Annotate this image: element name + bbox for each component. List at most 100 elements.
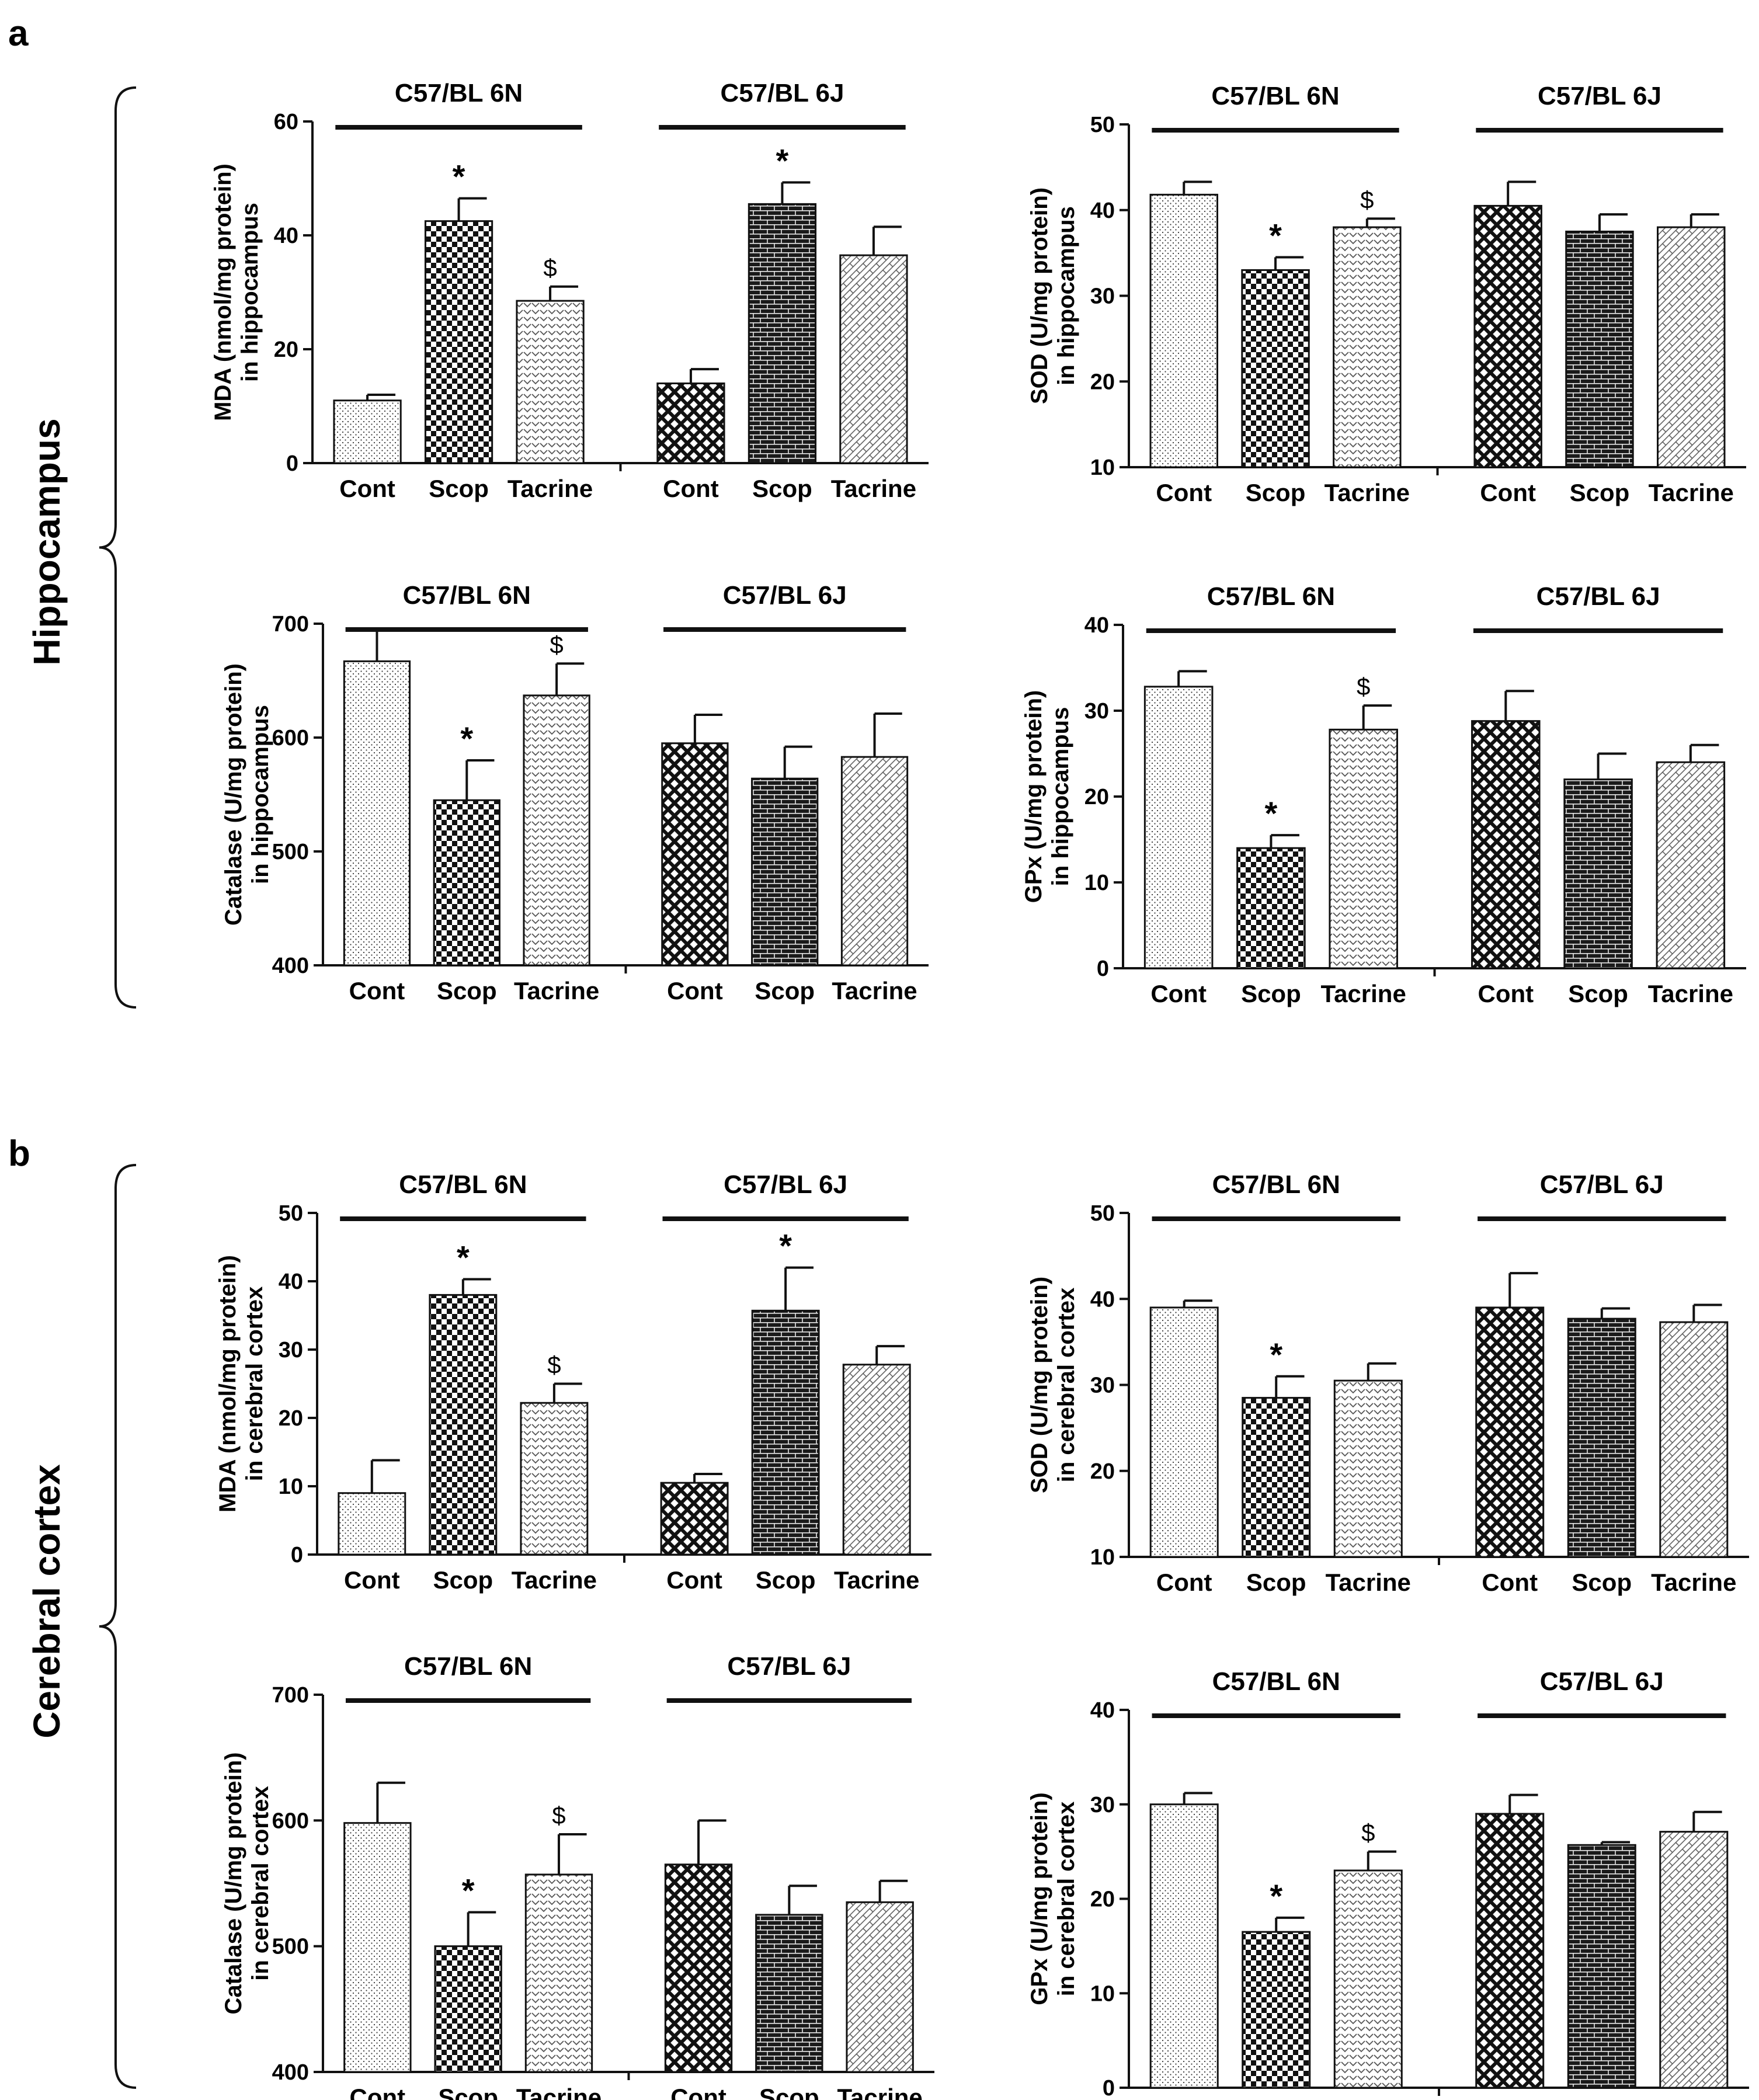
charts-layer: a b Hippocampus Cerebral cortex 0 20 40 60 MDA (… <box>8 13 1749 2100</box>
x-category-label: Scop <box>438 2084 498 2100</box>
y-axis-label-line: GPx (U/mg protein) <box>1021 690 1047 903</box>
x-category-label: Scop <box>1570 479 1630 506</box>
y-axis-label-line: in cerebral cortex <box>248 1786 273 1981</box>
bar <box>1143 686 1214 969</box>
x-category-label: Scop <box>756 1566 816 1594</box>
y-tick-label: 20 <box>1090 1459 1115 1484</box>
y-tick-label: 400 <box>272 2060 309 2085</box>
bar <box>839 254 908 464</box>
bar <box>1473 204 1542 468</box>
x-category-label: Scop <box>1246 479 1306 506</box>
y-tick-label: 500 <box>272 840 309 864</box>
y-tick-label: 0 <box>291 1543 303 1567</box>
y-tick-label: 40 <box>1084 613 1109 638</box>
x-category-label: Cont <box>1480 479 1536 506</box>
group-label: C57/BL 6J <box>1536 582 1660 611</box>
y-tick-label: 30 <box>1084 699 1109 724</box>
y-axis-label-line: in hippocampus <box>1048 707 1073 886</box>
significance-star: * <box>779 1228 792 1264</box>
y-axis-label-line: SOD (U/mg protein) <box>1027 1277 1052 1493</box>
x-category-label: Cont <box>1150 980 1207 1007</box>
bar <box>1329 728 1398 969</box>
y-tick-label: 600 <box>272 1809 309 1833</box>
y-axis-label: GPx (U/mg protein)in cerebral cortex <box>1027 1792 1079 2005</box>
y-tick-label: 50 <box>279 1201 303 1226</box>
y-axis-label-line: MDA (nmol/mg protein) <box>210 164 236 421</box>
cerebral-cortex-brace <box>99 1164 137 2089</box>
x-category-label: Cont <box>663 475 719 502</box>
significance-dollar: $ <box>547 1351 561 1379</box>
bar <box>656 383 725 464</box>
x-category-label: Tacrine <box>1651 1569 1736 1596</box>
bar <box>840 756 909 966</box>
significance-dollar: $ <box>1357 673 1370 700</box>
y-tick-label: 20 <box>1090 370 1115 394</box>
y-tick-label: 10 <box>1090 456 1115 480</box>
y-axis-label-line: SOD (U/mg protein) <box>1027 187 1052 404</box>
y-axis-label: Catalase (U/mg protein)in hippocampus <box>221 663 273 926</box>
x-category-label: Cont <box>1478 980 1534 1007</box>
significance-star: * <box>1269 217 1282 253</box>
y-axis-label: MDA (nmol/mg protein)in cerebral cortex <box>215 1255 267 1513</box>
y-tick-label: 20 <box>1084 785 1109 809</box>
y-tick-label: 50 <box>1090 1201 1115 1226</box>
significance-dollar: $ <box>1361 1819 1375 1847</box>
y-tick-label: 50 <box>1090 113 1115 137</box>
bar <box>751 1309 820 1556</box>
x-category-label: Tacrine <box>1326 1569 1411 1596</box>
y-tick-label: 30 <box>1090 284 1115 309</box>
y-tick-label: 10 <box>1090 1545 1115 1570</box>
y-axis-label: GPx (U/mg protein)in hippocampus <box>1021 690 1073 903</box>
bar <box>1333 1869 1403 2089</box>
group-label: C57/BL 6J <box>727 1652 851 1681</box>
x-category-label: Cont <box>1156 1569 1212 1596</box>
bar <box>343 660 411 966</box>
x-category-label: Cont <box>667 977 723 1004</box>
y-tick-label: 40 <box>279 1270 303 1294</box>
bar <box>523 694 590 966</box>
bar <box>1659 1321 1729 1558</box>
y-tick-label: 30 <box>279 1338 303 1362</box>
hippocampus-brace <box>99 86 137 1009</box>
y-tick-label: 700 <box>272 612 309 637</box>
bar <box>1242 1397 1311 1558</box>
x-category-label: Scop <box>437 977 497 1004</box>
bar <box>1563 778 1633 969</box>
group-label: C57/BL 6N <box>1211 82 1339 110</box>
region-label-cerebral-cortex: Cerebral cortex <box>26 1464 68 1739</box>
bar <box>1475 1813 1545 2089</box>
chart-0: 0 20 40 60 MDA (nmol/mg protein)in hippocamp… <box>210 79 929 502</box>
significance-star: * <box>457 1239 470 1275</box>
group-label: C57/BL 6N <box>1207 582 1335 611</box>
y-axis-label-line: in cerebral cortex <box>1054 1802 1079 1997</box>
chart-4: 0 10 20 30 40 50 MDA (nmol/mg protein)in cereb… <box>215 1170 931 1594</box>
bar <box>846 1901 914 2073</box>
x-category-label: Cont <box>349 977 405 1004</box>
x-category-label: Tacrine <box>837 2084 922 2100</box>
y-tick-label: 400 <box>272 954 309 978</box>
chart-6: 400 500 600 700 Catalase (U/mg protein)in ce… <box>221 1652 934 2100</box>
y-axis-label-line: Catalase (U/mg protein) <box>221 1753 246 2015</box>
bar <box>1475 1306 1545 1558</box>
y-axis-label-line: in cerebral cortex <box>242 1287 267 1482</box>
bar <box>1242 1931 1311 2089</box>
group-label: C57/BL 6N <box>395 79 523 107</box>
group-label: C57/BL 6N <box>1212 1667 1340 1696</box>
x-category-label: Scop <box>429 475 489 502</box>
bar <box>1567 1317 1636 1558</box>
y-axis-label-line: in hippocampus <box>248 705 273 884</box>
significance-star: * <box>1270 1336 1282 1373</box>
y-tick-label: 30 <box>1090 1374 1115 1398</box>
bar <box>524 1873 593 2073</box>
bar <box>755 1914 823 2073</box>
x-category-label: Cont <box>344 1566 400 1594</box>
bar <box>1149 193 1218 468</box>
y-axis-label-line: MDA (nmol/mg protein) <box>215 1255 241 1513</box>
x-category-label: Tacrine <box>1321 980 1406 1007</box>
bar <box>343 1822 412 2073</box>
significance-dollar: $ <box>552 1802 565 1829</box>
bar <box>1471 720 1541 969</box>
y-axis-label-line: Catalase (U/mg protein) <box>221 663 246 926</box>
bar <box>338 1492 406 1556</box>
